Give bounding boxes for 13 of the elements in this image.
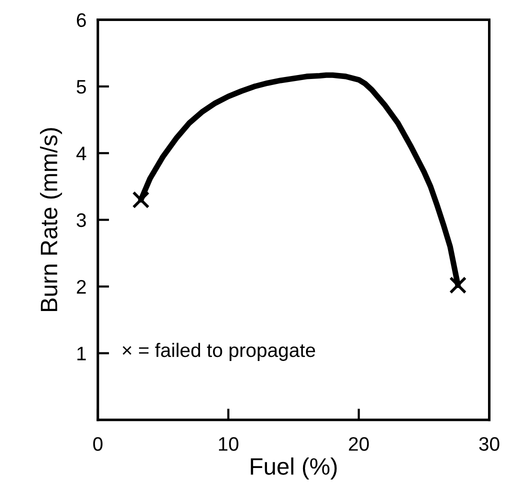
y-axis-title: Burn Rate (mm/s): [40, 128, 62, 312]
x-tick-label: 30: [479, 437, 500, 451]
y-tick-label: 5: [76, 80, 86, 94]
x-tick-label: 10: [218, 437, 238, 451]
y-tick-label: 4: [76, 146, 86, 160]
x-axis-title: Fuel (%): [250, 457, 337, 480]
y-tick-label: 3: [76, 213, 86, 228]
y-tick-label: 1: [77, 346, 86, 360]
x-tick-label: 0: [93, 437, 102, 451]
y-tick-label: 6: [76, 13, 86, 27]
annotation: × = failed to propagate: [122, 342, 316, 361]
x-tick-label: 20: [348, 437, 369, 451]
y-tick-label: 2: [76, 280, 86, 294]
